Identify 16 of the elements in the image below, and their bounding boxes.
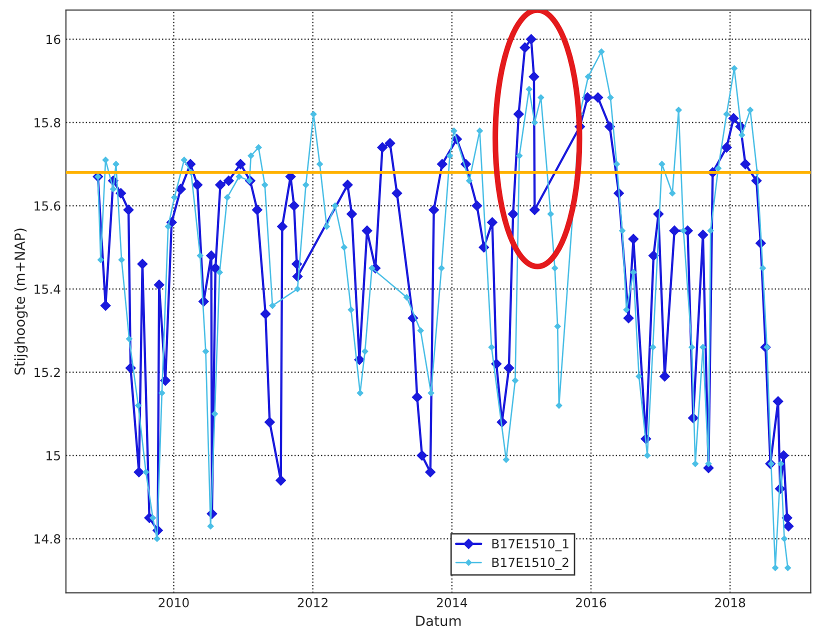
y-tick-label: 14.8 [34, 534, 60, 544]
x-tick-label: 2012 [298, 598, 328, 608]
legend-label: B17E1510_2 [492, 558, 568, 570]
y-axis-title: Stijghoogte (m+NAP) [14, 228, 28, 375]
legend-label: B17E1510_1 [492, 538, 568, 552]
y-tick-label: 15 [46, 451, 60, 460]
y-tick-label: 16 [46, 34, 60, 44]
y-tick-label: 15.2 [34, 368, 60, 378]
y-tick-label: 15.4 [34, 284, 60, 294]
x-tick-label: 2010 [158, 598, 189, 608]
y-tick-label: 15.8 [34, 118, 60, 128]
x-axis-title: Datum [416, 616, 461, 626]
x-tick-label: 2018 [715, 598, 746, 608]
x-tick-label: 2014 [436, 598, 468, 608]
y-tick-label: 15.6 [34, 201, 60, 211]
x-tick-label: 2016 [576, 598, 606, 608]
